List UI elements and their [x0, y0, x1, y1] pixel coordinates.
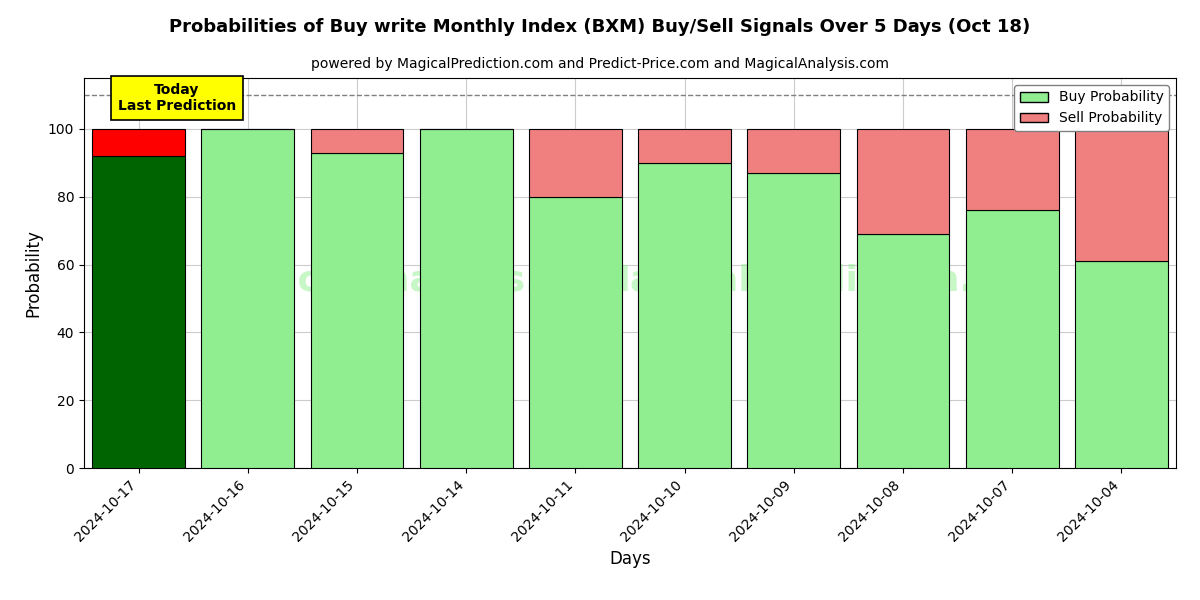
Bar [311, 152, 403, 468]
Bar [311, 129, 403, 152]
Legend: Buy Probability, Sell Probability: Buy Probability, Sell Probability [1014, 85, 1169, 131]
Bar [202, 129, 294, 468]
Bar [1075, 261, 1168, 468]
Text: powered by MagicalPrediction.com and Predict-Price.com and MagicalAnalysis.com: powered by MagicalPrediction.com and Pre… [311, 57, 889, 71]
Text: MagicalPrediction.com: MagicalPrediction.com [595, 264, 1058, 298]
Bar [966, 210, 1058, 468]
Bar [966, 129, 1058, 210]
Y-axis label: Probability: Probability [24, 229, 42, 317]
Bar [857, 129, 949, 234]
Bar [92, 156, 185, 468]
Bar [420, 129, 512, 468]
Text: MagicalAnalysis.com: MagicalAnalysis.com [200, 264, 623, 298]
X-axis label: Days: Days [610, 550, 650, 568]
Bar [1075, 129, 1168, 261]
Bar [748, 129, 840, 173]
Bar [748, 173, 840, 468]
Bar [529, 197, 622, 468]
Bar [529, 129, 622, 197]
Bar [857, 234, 949, 468]
Text: Probabilities of Buy write Monthly Index (BXM) Buy/Sell Signals Over 5 Days (Oct: Probabilities of Buy write Monthly Index… [169, 18, 1031, 36]
Bar [638, 129, 731, 163]
Bar [638, 163, 731, 468]
Text: Today
Last Prediction: Today Last Prediction [118, 83, 236, 113]
Bar [92, 129, 185, 156]
